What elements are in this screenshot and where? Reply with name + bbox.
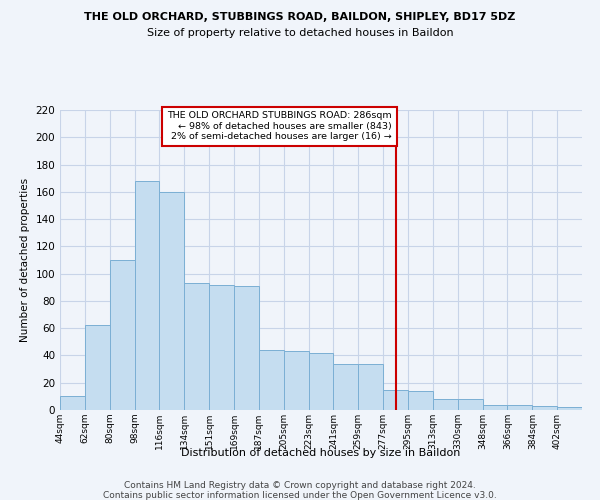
Bar (358, 364, 383, 410)
Bar (85, 326, 110, 410)
Bar (134, 181, 160, 410)
Text: Size of property relative to detached houses in Baildon: Size of property relative to detached ho… (146, 28, 454, 38)
Bar (234, 286, 259, 410)
Bar (458, 399, 482, 410)
Bar (110, 260, 134, 410)
Bar (557, 408, 582, 410)
Text: Distribution of detached houses by size in Baildon: Distribution of detached houses by size … (181, 448, 461, 458)
Bar (308, 352, 334, 410)
Bar (508, 404, 532, 410)
Bar (383, 390, 408, 410)
Bar (284, 352, 308, 410)
Bar (482, 404, 508, 410)
Text: THE OLD ORCHARD STUBBINGS ROAD: 286sqm
← 98% of detached houses are smaller (843: THE OLD ORCHARD STUBBINGS ROAD: 286sqm ←… (167, 112, 392, 141)
Bar (184, 283, 209, 410)
Bar (532, 406, 557, 410)
Bar (209, 284, 234, 410)
Text: Contains public sector information licensed under the Open Government Licence v3: Contains public sector information licen… (103, 491, 497, 500)
Bar (433, 399, 458, 410)
Bar (160, 192, 184, 410)
Bar (408, 391, 433, 410)
Text: THE OLD ORCHARD, STUBBINGS ROAD, BAILDON, SHIPLEY, BD17 5DZ: THE OLD ORCHARD, STUBBINGS ROAD, BAILDON… (85, 12, 515, 22)
Bar (60, 396, 85, 410)
Text: Contains HM Land Registry data © Crown copyright and database right 2024.: Contains HM Land Registry data © Crown c… (124, 481, 476, 490)
Bar (334, 364, 358, 410)
Y-axis label: Number of detached properties: Number of detached properties (20, 178, 30, 342)
Bar (259, 350, 284, 410)
